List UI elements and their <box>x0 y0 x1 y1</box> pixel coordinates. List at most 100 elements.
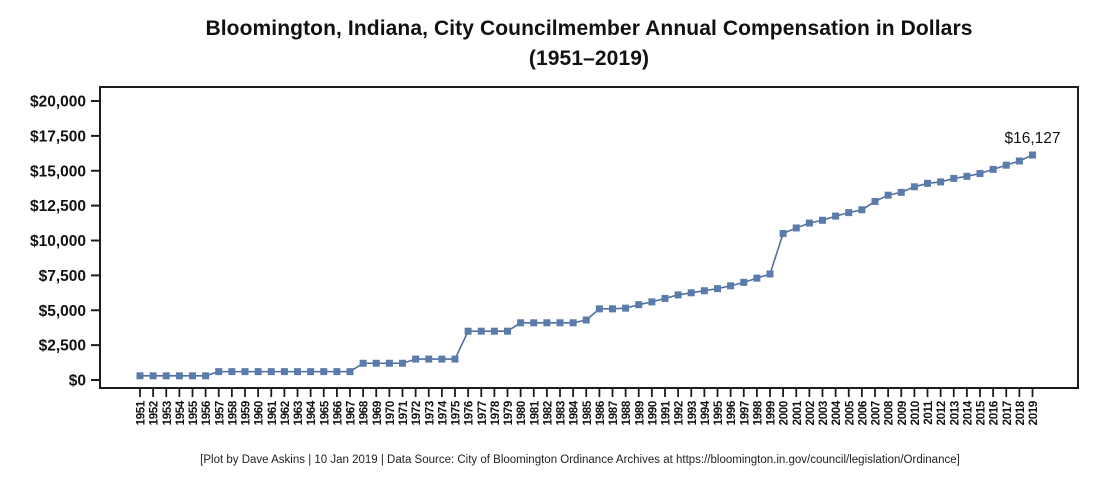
x-axis-label: 1962 <box>280 401 292 425</box>
data-point <box>504 327 511 335</box>
data-point <box>333 368 341 376</box>
y-axis-label: $12,500 <box>30 198 86 215</box>
x-axis-label: 1975 <box>451 400 463 425</box>
x-axis-label: 1963 <box>293 401 305 425</box>
data-point <box>320 368 328 376</box>
x-axis-label: 1955 <box>188 400 200 425</box>
data-point <box>897 188 905 196</box>
data-point <box>477 327 485 335</box>
x-axis-label: 1959 <box>241 401 253 425</box>
x-axis-label: 1952 <box>149 401 161 425</box>
y-axis-label: $10,000 <box>30 233 86 250</box>
x-axis-label: 1968 <box>359 400 371 425</box>
x-axis-label: 1991 <box>661 400 673 425</box>
data-point <box>438 355 446 363</box>
x-axis-label: 1978 <box>490 400 502 425</box>
chart-caption: [Plot by Dave Askins | 10 Jan 2019 | Dat… <box>200 454 960 466</box>
data-point <box>976 170 984 178</box>
data-point <box>924 179 931 187</box>
x-axis-label: 2015 <box>976 400 988 425</box>
x-axis-label: 1992 <box>674 401 686 425</box>
x-axis-label: 1971 <box>398 400 410 425</box>
x-axis-label: 1986 <box>595 401 607 425</box>
data-point <box>149 372 157 380</box>
x-axis-label: 1989 <box>634 401 646 425</box>
x-axis-label: 1988 <box>621 400 633 425</box>
y-axis-label: $7,500 <box>39 268 86 285</box>
data-point <box>464 327 472 335</box>
data-point <box>700 287 708 295</box>
y-axis-label: $5,000 <box>39 303 86 320</box>
x-axis-label: 1960 <box>254 401 266 425</box>
x-axis-label: 1981 <box>529 400 541 425</box>
x-axis-label: 2010 <box>910 401 922 425</box>
last-value-annotation: $16,127 <box>1004 130 1060 147</box>
data-point <box>412 355 420 363</box>
data-point <box>267 368 275 376</box>
x-axis-label: 1951 <box>136 400 148 425</box>
x-axis-label: 2007 <box>871 401 883 425</box>
x-axis-label: 1984 <box>569 400 581 425</box>
y-axis-label: $20,000 <box>30 94 86 111</box>
x-axis-label: 1965 <box>319 400 331 425</box>
data-point <box>858 206 866 214</box>
x-axis-label: 1993 <box>687 401 699 425</box>
data-point <box>215 368 223 376</box>
x-axis-label: 2011 <box>923 400 935 425</box>
x-axis-label: 2009 <box>897 401 909 425</box>
data-point <box>228 368 236 376</box>
x-axis-label: 2013 <box>949 401 961 425</box>
x-axis-label: 2001 <box>792 400 804 425</box>
x-axis-label: 1985 <box>582 400 594 425</box>
data-point <box>832 212 840 220</box>
data-point <box>714 285 721 293</box>
x-axis-label: 1958 <box>227 400 239 425</box>
chart-title-block: Bloomington, Indiana, City Councilmember… <box>100 14 1078 75</box>
data-point <box>254 368 262 376</box>
data-point <box>307 368 315 376</box>
data-point <box>202 372 210 380</box>
data-point <box>543 319 551 327</box>
data-point <box>425 355 433 363</box>
x-axis-label: 1994 <box>700 400 712 425</box>
x-axis-label: 1995 <box>713 400 725 425</box>
x-axis-label: 1996 <box>726 401 738 425</box>
x-axis-label: 2014 <box>962 400 974 425</box>
x-axis-label: 1990 <box>647 401 659 425</box>
data-point <box>359 359 367 367</box>
y-axis-label: $17,500 <box>30 128 86 145</box>
x-axis-label: 2003 <box>818 401 830 425</box>
data-point <box>162 372 170 380</box>
data-point <box>727 282 735 290</box>
data-point <box>805 219 813 227</box>
x-axis-label: 1954 <box>175 400 187 425</box>
x-axis-label: 2012 <box>936 401 948 425</box>
x-axis-label: 2004 <box>831 400 843 425</box>
data-point <box>622 304 630 312</box>
data-point <box>989 165 997 173</box>
data-point <box>451 355 459 363</box>
x-axis-label: 2000 <box>779 401 791 425</box>
x-axis-label: 1973 <box>424 401 436 425</box>
x-axis-label: 1969 <box>372 401 384 425</box>
x-axis-label: 1998 <box>752 400 764 425</box>
x-axis-label: 1987 <box>608 401 620 425</box>
data-point <box>385 359 393 367</box>
data-point <box>753 274 761 282</box>
x-axis-label: 1982 <box>542 401 554 425</box>
series-line <box>140 154 1033 377</box>
x-axis-label: 1964 <box>306 400 318 425</box>
data-point <box>530 319 538 327</box>
data-point <box>175 372 183 380</box>
data-point <box>937 178 945 186</box>
y-axis-label: $2,500 <box>39 338 86 355</box>
data-point <box>517 319 525 327</box>
x-axis-label: 1967 <box>346 401 358 425</box>
x-axis-label: 2017 <box>1002 401 1014 425</box>
x-axis-label: 1953 <box>162 401 174 425</box>
data-point <box>819 216 826 224</box>
x-axis-label: 1980 <box>516 401 528 425</box>
x-axis-label: 2006 <box>857 401 869 425</box>
data-point <box>1002 161 1010 169</box>
